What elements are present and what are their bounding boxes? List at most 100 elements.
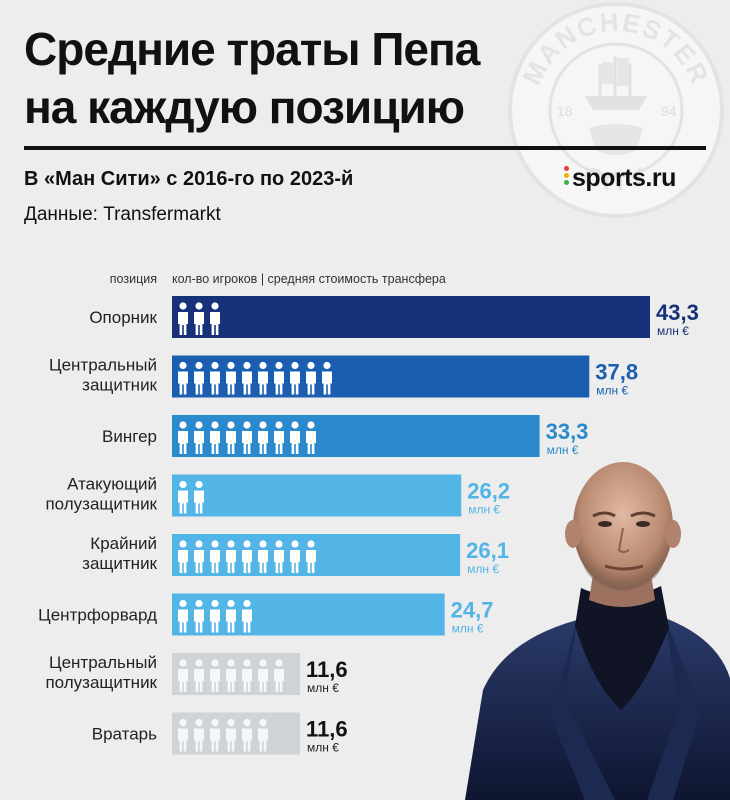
player-icon — [257, 659, 268, 692]
player-icon — [273, 659, 284, 692]
svg-text:18: 18 — [557, 103, 573, 119]
player-icon — [193, 540, 204, 573]
value-label: 26,2 — [467, 479, 510, 504]
coach-portrait-image — [465, 462, 730, 800]
player-icon — [257, 361, 268, 395]
category-label: Вратарь — [92, 725, 157, 744]
value-label: 24,7 — [451, 598, 494, 623]
category-label: Вингер — [102, 427, 157, 446]
value-label: 43,3 — [656, 300, 699, 325]
value-label: 11,6 — [306, 657, 348, 682]
player-icon — [241, 540, 252, 573]
player-icon — [193, 361, 204, 395]
column-header-players: кол-во игроков — [172, 272, 258, 286]
category-label: Центральный полузащитник — [45, 653, 157, 692]
player-icon — [305, 361, 316, 395]
player-icon — [273, 540, 284, 573]
player-icon — [257, 540, 268, 573]
player-icon — [177, 599, 188, 633]
chart-bar — [172, 296, 650, 338]
brand-dot — [564, 166, 569, 171]
player-icon — [241, 718, 252, 752]
data-source: Данные: Transfermarkt — [24, 204, 221, 225]
value-unit-label: млн € — [452, 622, 484, 636]
player-icon — [177, 421, 188, 454]
category-label: Опорник — [89, 308, 157, 327]
player-icon — [305, 540, 316, 573]
brand-dot — [564, 173, 569, 178]
value-unit-label: млн € — [468, 503, 500, 517]
value-unit-label: млн € — [307, 741, 339, 755]
player-icon — [193, 718, 204, 752]
player-icon — [241, 599, 252, 633]
player-icon — [193, 480, 204, 514]
player-icon — [209, 540, 220, 573]
value-unit-label: млн € — [547, 443, 579, 457]
player-icon — [225, 540, 236, 573]
player-icon — [193, 302, 204, 335]
category-label: Атакующий полузащитник — [45, 475, 157, 514]
chart-title: Средние траты Пепа на каждую позицию — [24, 20, 480, 136]
player-icon — [241, 421, 252, 454]
player-icon — [209, 718, 220, 752]
player-icon — [321, 361, 332, 395]
player-icon — [273, 421, 284, 454]
value-unit-label: млн € — [467, 562, 499, 576]
player-icon — [209, 659, 220, 692]
chart-bar — [172, 534, 461, 576]
player-icon — [273, 361, 284, 395]
player-icon — [177, 540, 188, 573]
player-icon — [209, 302, 220, 335]
value-label: 11,6 — [306, 717, 348, 742]
chart-title-line2: на каждую позицию — [24, 81, 465, 133]
chart-title-line1: Средние траты Пепа — [24, 23, 480, 75]
player-icon — [209, 361, 220, 395]
player-icon — [177, 659, 188, 692]
player-icon — [241, 659, 252, 692]
player-icon — [177, 718, 188, 752]
player-icon — [193, 659, 204, 692]
value-unit-label: млн € — [596, 384, 628, 398]
player-icon — [289, 540, 300, 573]
player-icon — [209, 421, 220, 454]
player-icon — [289, 361, 300, 395]
player-icon — [225, 718, 236, 752]
value-unit-label: млн € — [657, 324, 689, 338]
player-icon — [225, 599, 236, 633]
brand-dots-icon — [564, 166, 570, 192]
player-icon — [257, 718, 268, 752]
column-header-position: позиция — [109, 272, 157, 286]
title-divider — [24, 146, 706, 150]
column-header-metrics: кол-во игроков | средняя стоимость транс… — [172, 272, 446, 286]
column-header-avg: средняя стоимость трансфера — [267, 272, 446, 286]
player-icon — [225, 421, 236, 454]
column-header-separator: | — [260, 272, 265, 286]
player-icon — [177, 302, 188, 335]
player-icon — [193, 599, 204, 633]
category-label: Центрфорвард — [38, 606, 157, 625]
value-label: 37,8 — [595, 360, 638, 385]
manchester-city-crest-logo: MANCHESTER CITY 18 94 — [508, 2, 724, 218]
player-icon — [177, 480, 188, 514]
player-icon — [193, 421, 204, 454]
value-unit-label: млн € — [307, 681, 339, 695]
category-label: Центральный защитник — [49, 356, 158, 395]
brand-logo: sports.ru — [572, 164, 676, 192]
svg-text:94: 94 — [661, 103, 677, 119]
category-label: Крайний защитник — [82, 534, 157, 573]
player-icon — [177, 361, 188, 395]
chart-bar — [172, 712, 301, 755]
chart-bar — [172, 474, 462, 517]
player-icon — [225, 659, 236, 692]
player-icon — [241, 361, 252, 395]
player-icon — [289, 421, 300, 454]
brand-dot — [564, 180, 569, 185]
player-icon — [225, 361, 236, 395]
player-icon — [305, 421, 316, 454]
player-icon — [257, 421, 268, 454]
value-label: 26,1 — [466, 538, 509, 563]
chart-subtitle: В «Ман Сити» с 2016-го по 2023-й — [24, 168, 354, 190]
value-label: 33,3 — [546, 419, 589, 444]
player-icon — [209, 599, 220, 633]
